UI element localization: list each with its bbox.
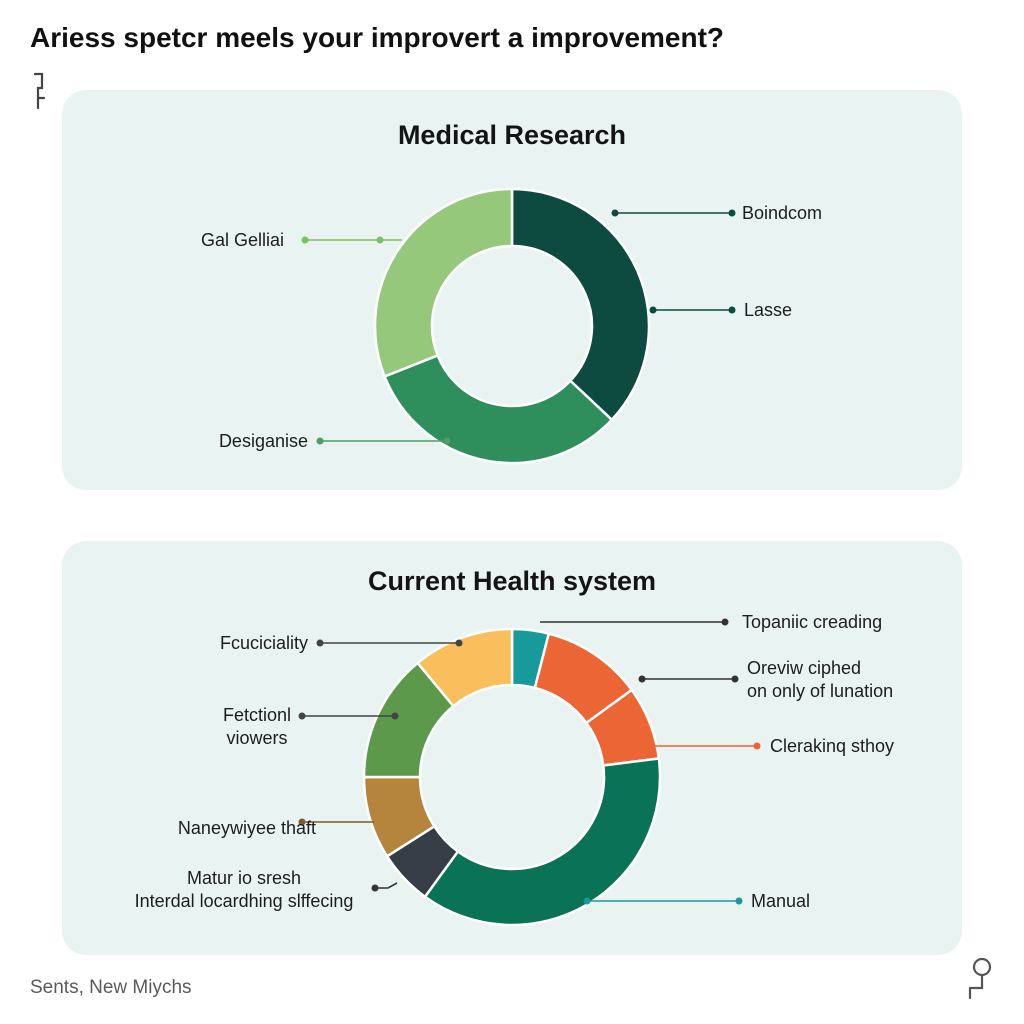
- leader-line: [375, 882, 398, 889]
- slice-label: Topaniic creading: [742, 612, 882, 632]
- callout-matur-io-sresh-interdal-locardhing-slffecing: Matur io sresh Interdal locardhing slffec…: [135, 868, 398, 911]
- donut-slice-manual: [423, 757, 662, 927]
- callout-manual: Manual: [583, 891, 810, 911]
- leader-dot: [753, 742, 761, 750]
- callout-oreviw-ciphed-on-only-of-lunation: Oreviw ciphed on only of lunation: [638, 658, 893, 701]
- bracket-icon: [33, 72, 46, 110]
- leader-dot: [731, 675, 739, 683]
- leader-dot: [728, 209, 736, 217]
- slice-label: Matur io sresh Interdal locardhing slffec…: [135, 868, 354, 911]
- leader-dot: [721, 618, 729, 626]
- callout-gal-gelliai: Gal Gelliai: [201, 230, 402, 250]
- leader-dot: [376, 236, 384, 244]
- slice-label: Boindcom: [742, 203, 822, 223]
- leader-dot: [649, 306, 657, 314]
- leader-dot: [371, 884, 379, 892]
- chart-title-current-health-system: Current Health system: [367, 566, 657, 596]
- footer-note: Sents, New Miychs: [30, 977, 192, 998]
- callout-naneywiyee-thaft: Naneywiyee thaft: [178, 818, 374, 838]
- pin-icon: [968, 957, 992, 1000]
- slice-label: Manual: [751, 891, 810, 911]
- slice-label: Clerakinq sthoy: [770, 736, 894, 756]
- slice-label: Oreviw ciphed on only of lunation: [747, 658, 893, 701]
- slice-label: Desiganise: [219, 431, 308, 451]
- chart-title-medical-research: Medical Research: [397, 120, 627, 150]
- page-title: Ariess spetcr meels your improvert a imp…: [30, 22, 725, 53]
- callout-desiganise: Desiganise: [219, 431, 451, 451]
- leader-dot: [316, 639, 324, 647]
- leader-dot: [648, 742, 656, 750]
- donut-slice-gal-gelliai: [373, 187, 514, 379]
- medical-research-panel: Medical Research Boindcom Lasse Desiganise…: [62, 90, 962, 490]
- leader-dot: [455, 639, 463, 647]
- donut-slice-fcuciciality: [415, 627, 514, 708]
- leader-dot: [735, 897, 743, 905]
- leader-dot: [391, 712, 399, 720]
- leader-dot: [298, 818, 306, 826]
- slice-label: Naneywiyee thaft: [178, 818, 316, 838]
- current-health-system-donut-chart: Topaniic creading Oreviw ciphed on only of…: [135, 612, 894, 927]
- leader-dot: [443, 437, 451, 445]
- donut-slice-desiganise: [382, 353, 614, 465]
- slice-label: Lasse: [744, 300, 792, 320]
- callout-clerakinq-sthoy: Clerakinq sthoy: [648, 736, 894, 756]
- callout-fetctionl-viowers: Fetctionl viowers: [223, 705, 399, 748]
- callout-topaniic-creading: Topaniic creading: [540, 612, 882, 632]
- callout-fcuciciality: Fcuciciality: [220, 633, 463, 653]
- current-health-system-panel: Current Health system Topaniic creading O…: [62, 541, 962, 955]
- medical-research-donut-chart: Boindcom Lasse Desiganise Gal Gelliai: [201, 187, 822, 465]
- leader-dot: [583, 897, 591, 905]
- leader-dot: [611, 209, 619, 217]
- callout-boindcom: Boindcom: [611, 203, 822, 223]
- slice-label: Fcuciciality: [220, 633, 308, 653]
- leader-dot: [638, 675, 646, 683]
- callout-lasse: Lasse: [649, 300, 792, 320]
- leader-dot: [728, 306, 736, 314]
- leader-dot: [301, 236, 309, 244]
- slice-label: Fetctionl viowers: [223, 705, 291, 748]
- slice-label: Gal Gelliai: [201, 230, 284, 250]
- donut-slice-boindcom: [510, 187, 651, 422]
- leader-dot: [298, 712, 306, 720]
- leader-dot: [316, 437, 324, 445]
